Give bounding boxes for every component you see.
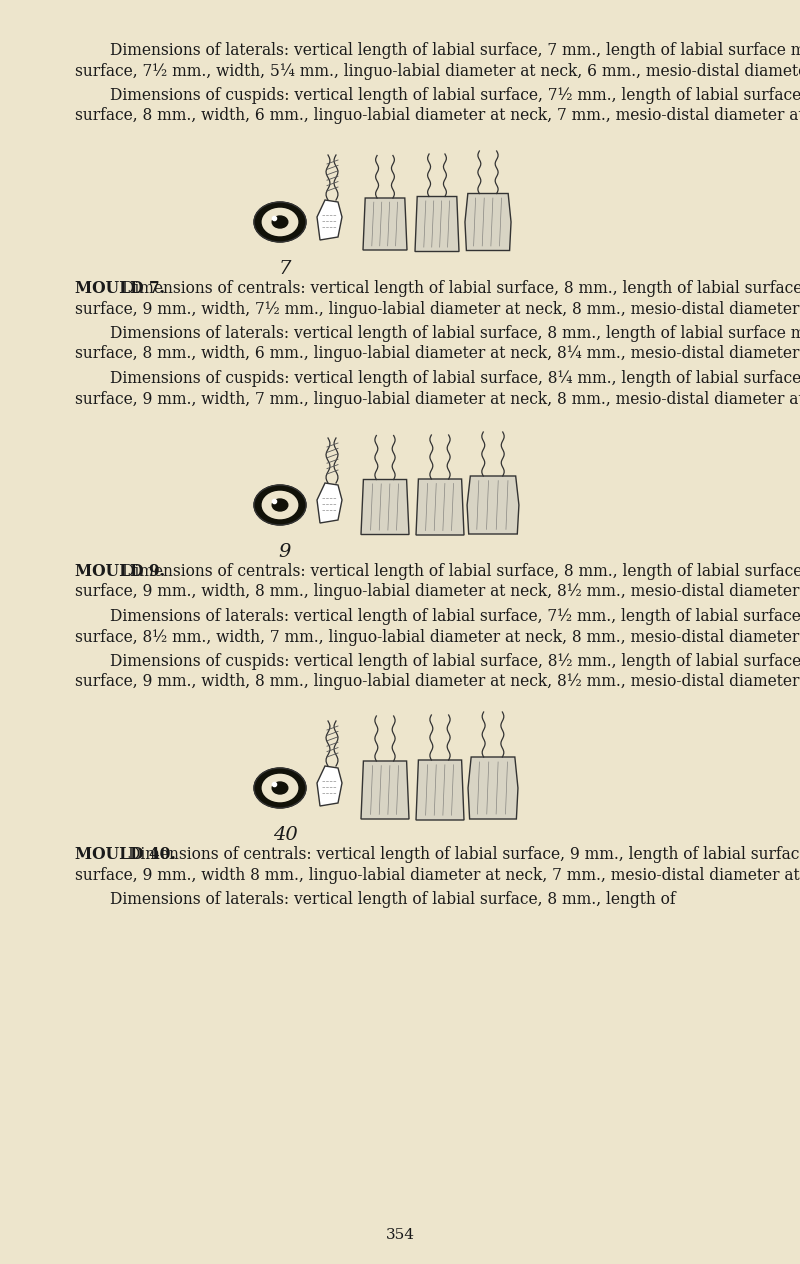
Text: Dimensions of laterals: vertical length of labial surface, 8 mm., length of labi: Dimensions of laterals: vertical length … [110, 325, 800, 343]
Polygon shape [415, 196, 459, 252]
Text: 9: 9 [279, 544, 291, 561]
Ellipse shape [254, 202, 306, 241]
Text: Dimensions of laterals: vertical length of labial surface, 8 mm., length of: Dimensions of laterals: vertical length … [110, 891, 676, 908]
Polygon shape [361, 479, 409, 535]
Text: surface, 8½ mm., width, 7 mm., linguo-labial diameter at neck, 8 mm., mesio-dist: surface, 8½ mm., width, 7 mm., linguo-la… [75, 628, 800, 646]
Polygon shape [467, 477, 519, 533]
Polygon shape [468, 757, 518, 819]
Polygon shape [317, 766, 342, 806]
Ellipse shape [272, 782, 288, 794]
Text: Dimensions of cuspids: vertical length of labial surface, 8¼ mm., length of labi: Dimensions of cuspids: vertical length o… [110, 370, 800, 387]
Text: surface, 9 mm., width, 7½ mm., linguo-labial diameter at neck, 8 mm., mesio-dist: surface, 9 mm., width, 7½ mm., linguo-la… [75, 301, 800, 317]
Text: Dimensions of centrals: vertical length of labial surface, 8 mm., length of labi: Dimensions of centrals: vertical length … [122, 562, 800, 580]
Text: Dimensions of cuspids: vertical length of labial surface, 7½ mm., length of labi: Dimensions of cuspids: vertical length o… [110, 87, 800, 104]
Ellipse shape [272, 216, 288, 228]
Text: Dimensions of centrals: vertical length of labial surface, 9 mm., length of labi: Dimensions of centrals: vertical length … [128, 846, 800, 863]
Polygon shape [317, 483, 342, 523]
Text: surface, 8 mm., width, 6 mm., linguo-labial diameter at neck, 7 mm., mesio-dista: surface, 8 mm., width, 6 mm., linguo-lab… [75, 107, 800, 124]
Polygon shape [465, 193, 511, 250]
Text: Dimensions of cuspids: vertical length of labial surface, 8½ mm., length of labi: Dimensions of cuspids: vertical length o… [110, 653, 800, 670]
Text: Dimensions of centrals: vertical length of labial surface, 8 mm., length of labi: Dimensions of centrals: vertical length … [122, 281, 800, 297]
Text: Dimensions of laterals: vertical length of labial surface, 7½ mm., length of lab: Dimensions of laterals: vertical length … [110, 608, 800, 624]
Polygon shape [361, 761, 409, 819]
Ellipse shape [262, 492, 298, 518]
Text: MOULD 7.: MOULD 7. [75, 281, 165, 297]
Polygon shape [317, 200, 342, 240]
Ellipse shape [254, 485, 306, 525]
Text: 354: 354 [386, 1229, 414, 1243]
Polygon shape [363, 198, 407, 250]
Text: MOULD 40.: MOULD 40. [75, 846, 176, 863]
Ellipse shape [254, 769, 306, 808]
Ellipse shape [272, 499, 288, 511]
Ellipse shape [262, 775, 298, 801]
Text: MOULD 9.: MOULD 9. [75, 562, 165, 580]
Text: surface, 9 mm., width, 8 mm., linguo-labial diameter at neck, 8½ mm., mesio-dist: surface, 9 mm., width, 8 mm., linguo-lab… [75, 674, 800, 690]
Polygon shape [416, 760, 464, 820]
Text: Dimensions of laterals: vertical length of labial surface, 7 mm., length of labi: Dimensions of laterals: vertical length … [110, 42, 800, 59]
Text: 7: 7 [279, 260, 291, 278]
Polygon shape [416, 479, 464, 535]
Text: 40: 40 [273, 825, 298, 844]
Ellipse shape [262, 209, 298, 235]
Text: surface, 9 mm., width 8 mm., linguo-labial diameter at neck, 7 mm., mesio-distal: surface, 9 mm., width 8 mm., linguo-labi… [75, 867, 800, 884]
Text: surface, 8 mm., width, 6 mm., linguo-labial diameter at neck, 8¼ mm., mesio-dist: surface, 8 mm., width, 6 mm., linguo-lab… [75, 345, 800, 363]
Text: surface, 7½ mm., width, 5¼ mm., linguo-labial diameter at neck, 6 mm., mesio-dis: surface, 7½ mm., width, 5¼ mm., linguo-l… [75, 62, 800, 80]
Text: surface, 9 mm., width, 7 mm., linguo-labial diameter at neck, 8 mm., mesio-dista: surface, 9 mm., width, 7 mm., linguo-lab… [75, 391, 800, 407]
Text: surface, 9 mm., width, 8 mm., linguo-labial diameter at neck, 8½ mm., mesio-dist: surface, 9 mm., width, 8 mm., linguo-lab… [75, 584, 800, 600]
